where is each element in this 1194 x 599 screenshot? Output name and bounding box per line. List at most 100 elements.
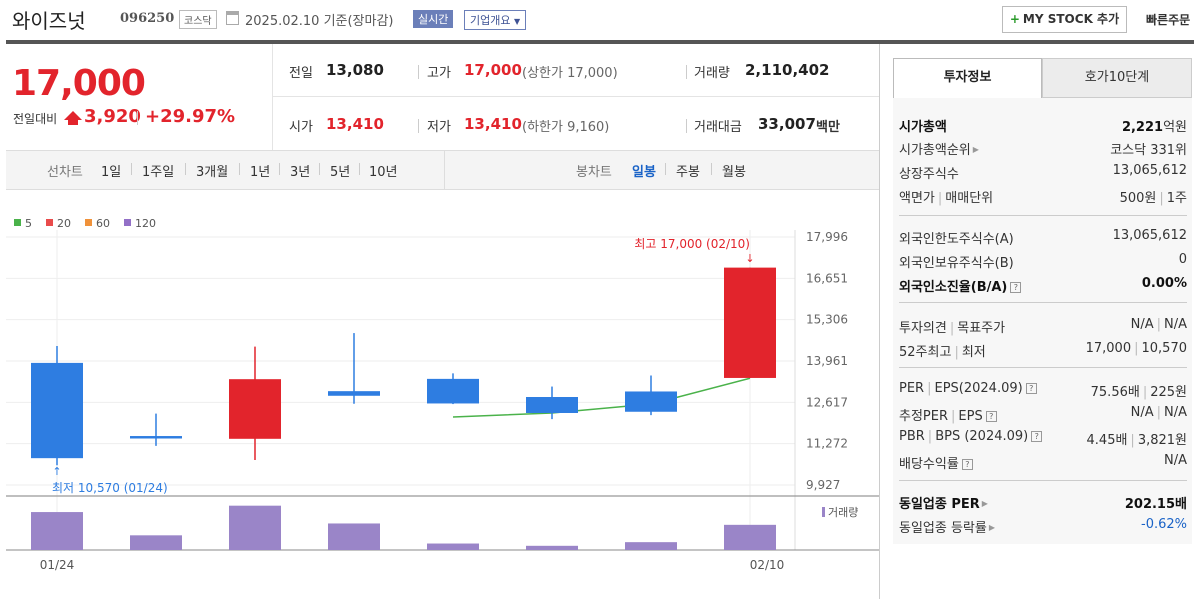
candlestick-chart: 17,996 16,651 15,306 13,961 12,617 11,272 9,92… [6,217,880,572]
period-1y[interactable]: 1년 [250,165,271,180]
panel-divider [879,44,880,599]
candle-monthly[interactable]: 월봉 [722,165,746,180]
divider [899,215,1187,216]
y-tick-label: 12,617 [806,395,848,409]
market-badge: 코스닥 [179,10,217,29]
market-cap-rank-row[interactable]: 시가총액순위 ▶ 코스닥 331위 [899,143,1187,158]
open-value: 13,410 [326,115,384,133]
upper-limit: (상한가 17,000) [522,66,618,81]
help-icon[interactable]: ? [961,459,973,470]
period-10y[interactable]: 10년 [369,165,398,180]
x-tick-label: 01/24 [40,558,75,572]
divider [131,163,132,175]
candle-body [130,436,182,439]
amount-value: 33,007 [758,115,816,133]
line-chart-label: 선차트 [47,165,83,180]
help-icon[interactable]: ? [1010,282,1022,293]
sector-per-row[interactable]: 동일업종 PER ▶ 202.15배 [899,497,1187,512]
tab-orderbook[interactable]: 호가10단계 [1042,58,1192,98]
candle-daily[interactable]: 일봉 [632,165,656,180]
open-label: 시가 [289,120,313,135]
price-change: 3,920 [84,106,141,127]
legend-label: 60 [96,217,110,230]
candle-weekly[interactable]: 주봉 [676,165,700,180]
prev-value: 13,080 [326,61,384,79]
market-cap-row: 시가총액 2,221억원 [899,120,1187,135]
chevron-right-icon: ▶ [981,499,988,508]
up-arrow-icon [64,111,82,120]
company-info-dropdown[interactable]: 기업개요 ▼ [464,10,527,30]
foreign-hold-row: 외국인보유주식수(B) 0 [899,252,1187,271]
add-mystock-button[interactable]: + MY STOCK 추가 [1002,6,1127,33]
y-tick-label: 9,927 [806,478,840,492]
change-percent: +29.97% [145,106,236,127]
volume-label: 거래량 [694,66,730,81]
divider [665,163,666,175]
tab-invest-info[interactable]: 투자정보 [893,58,1042,98]
divider [137,111,138,125]
divider [899,480,1187,481]
divider [319,163,320,175]
change-label: 전일대비 [13,112,58,126]
current-price: 17,000 [12,63,146,104]
y-tick-label: 17,996 [806,230,848,244]
divider [185,163,186,175]
per-row: PER | EPS(2024.09)? 75.56배 | 225원 [899,381,1187,400]
legend-swatch [46,219,53,226]
divider [279,163,280,175]
volume-bar [526,545,578,550]
up-arrow-stem [68,120,78,125]
calendar-icon [226,11,239,25]
low-annotation: 최저 10,570 (01/24) [52,481,168,495]
volume-legend-swatch [822,507,825,517]
shares-row: 상장주식수 13,065,612 [899,163,1187,182]
pbr-row: PBR | BPS (2024.09)? 4.45배 | 3,821원 [899,429,1187,448]
volume-bar [625,542,677,550]
y-tick-label: 11,272 [806,437,848,451]
sector-change-row[interactable]: 동일업종 등락률 ▶ -0.62% [899,517,1187,536]
legend-label: 5 [25,217,32,230]
divider [239,163,240,175]
high-arrow-icon: ↓ [745,252,754,265]
price-box [6,44,273,150]
divider [899,302,1187,303]
divider [686,119,687,133]
chevron-down-icon: ▼ [513,17,521,26]
par-value-row: 액면가 | 매매단위 500원 | 1주 [899,191,1187,206]
period-5y[interactable]: 5년 [330,165,351,180]
chevron-right-icon: ▶ [988,523,996,532]
y-tick-label: 15,306 [806,313,848,327]
low-label: 저가 [427,120,451,135]
lower-limit: (하한가 9,160) [522,120,610,135]
period-1w[interactable]: 1주일 [142,165,175,180]
help-icon[interactable]: ? [1031,431,1043,442]
volume-bar [31,512,83,550]
candle-body [526,397,578,413]
stock-name: 와이즈넛 [12,9,86,33]
amount-label: 거래대금 [694,120,742,135]
y-tick-label: 13,961 [806,354,848,368]
help-icon[interactable]: ? [985,411,997,422]
low-value: 13,410 [464,115,522,133]
period-bar [6,150,880,190]
period-1d[interactable]: 1일 [101,165,122,180]
legend-label: 20 [57,217,71,230]
volume-bar [328,523,380,550]
high-label: 고가 [427,66,451,81]
stock-code: 096250 [120,11,175,26]
period-3m[interactable]: 3개월 [196,165,229,180]
foreign-limit-row: 외국인한도주식수(A) 13,065,612 [899,228,1187,247]
invest-panel [893,58,1192,544]
dividend-row: 배당수익률? N/A [899,453,1187,472]
volume-bar [130,535,182,550]
divider [359,163,360,175]
candle-body [625,391,677,412]
quick-order-link[interactable]: 빠른주문 [1146,13,1191,27]
stats-divider [273,96,880,97]
volume-bar [229,505,281,550]
volume-value: 2,110,402 [745,61,830,79]
help-icon[interactable]: ? [1025,383,1037,394]
candle-body [229,379,281,439]
realtime-button[interactable]: 실시간 [413,10,454,28]
period-3y[interactable]: 3년 [290,165,311,180]
